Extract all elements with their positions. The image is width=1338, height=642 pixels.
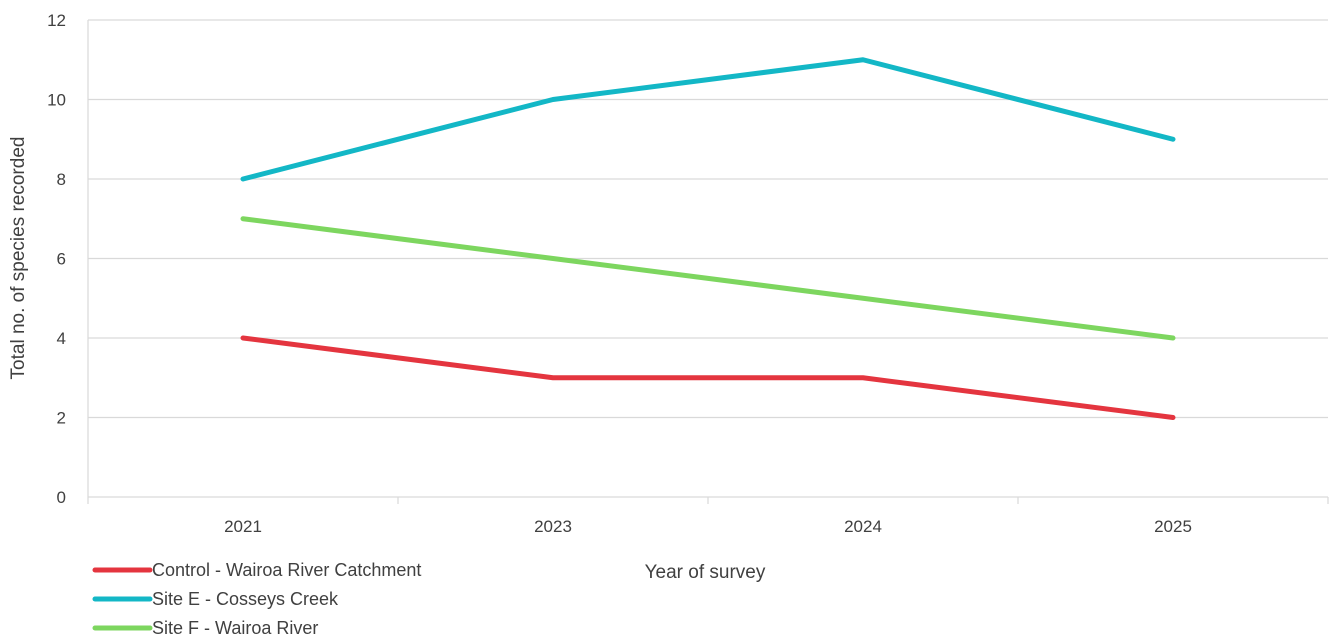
series-line-1 bbox=[240, 335, 1176, 420]
legend-label: Site F - Wairoa River bbox=[152, 618, 318, 638]
legend-label: Control - Wairoa River Catchment bbox=[152, 560, 421, 580]
axes bbox=[87, 20, 1329, 504]
x-tick-labels: 2021 2023 2024 2025 bbox=[224, 517, 1192, 536]
y-tick-label: 6 bbox=[57, 250, 66, 269]
series-line-2 bbox=[240, 57, 1176, 182]
y-tick-labels: 0 2 4 6 8 10 12 bbox=[47, 11, 66, 507]
y-tick-label: 8 bbox=[57, 170, 66, 189]
x-axis-title: Year of survey bbox=[645, 562, 766, 583]
y-tick-label: 2 bbox=[57, 409, 66, 428]
legend-label: Site E - Cosseys Creek bbox=[152, 589, 339, 609]
y-tick-label: 12 bbox=[47, 11, 66, 30]
x-tick-label: 2025 bbox=[1154, 517, 1192, 536]
series-line-3 bbox=[240, 216, 1176, 341]
legend: Control - Wairoa River Catchment Site E -… bbox=[92, 560, 421, 638]
gridlines bbox=[88, 19, 1328, 419]
x-tick-label: 2021 bbox=[224, 517, 262, 536]
y-tick-label: 10 bbox=[47, 91, 66, 110]
y-tick-label: 0 bbox=[57, 488, 66, 507]
y-tick-label: 4 bbox=[57, 329, 66, 348]
series-lines bbox=[240, 57, 1176, 420]
y-axis-title: Total no. of species recorded bbox=[8, 137, 29, 380]
x-tick-label: 2024 bbox=[844, 517, 882, 536]
x-tick-label: 2023 bbox=[534, 517, 572, 536]
